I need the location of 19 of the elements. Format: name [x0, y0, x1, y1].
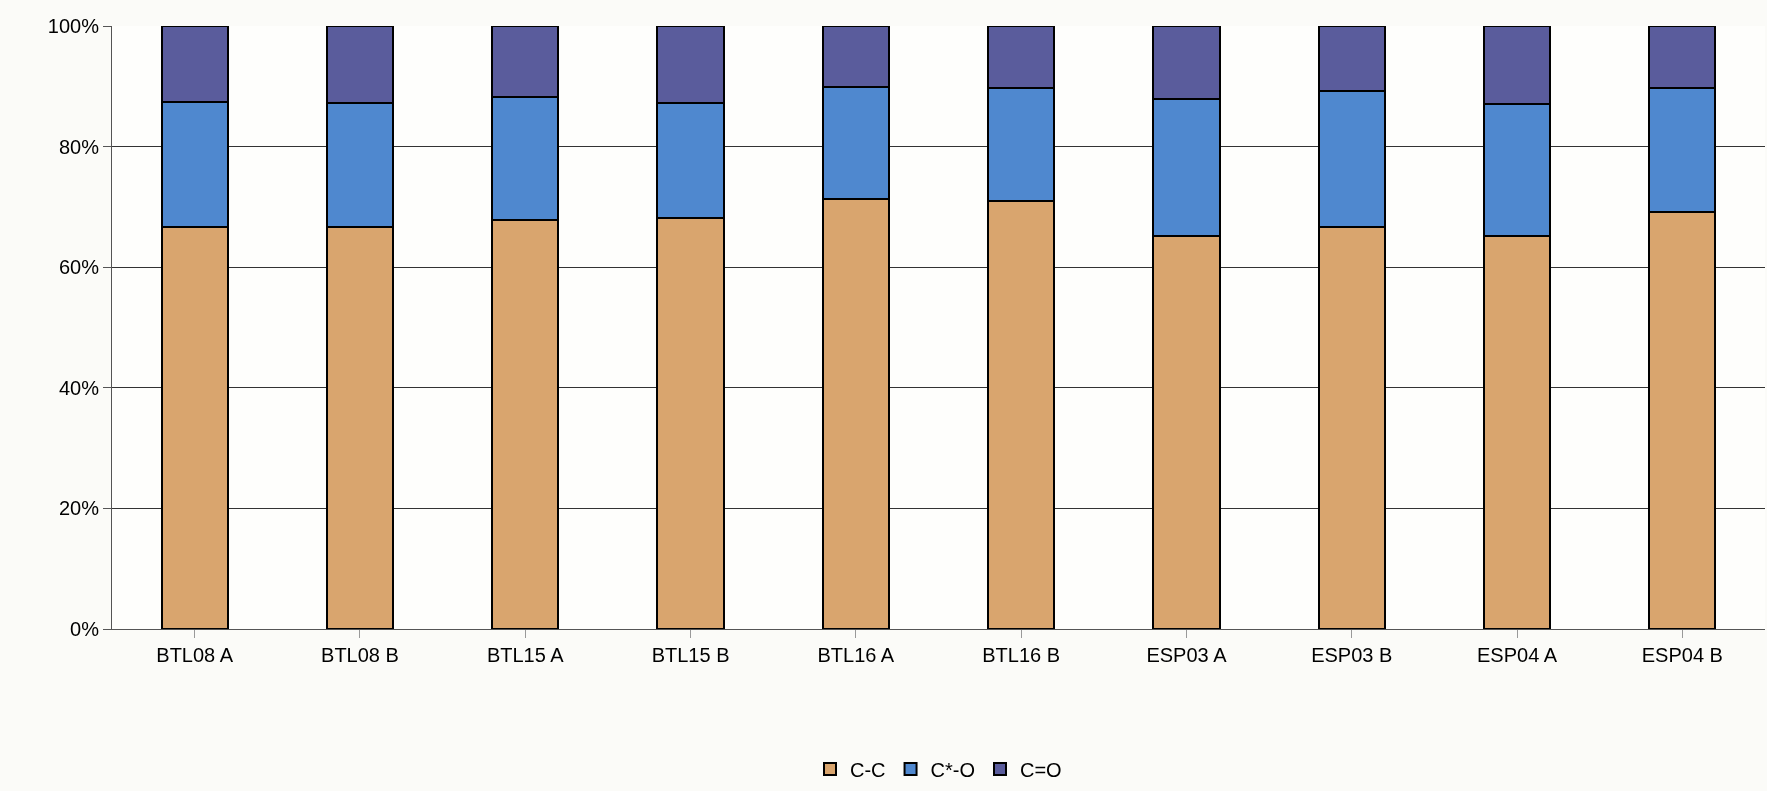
- x-tick-label: BTL08 B: [321, 644, 399, 666]
- legend-label: C*-O: [930, 758, 975, 781]
- x-tick-label: BTL16 A: [817, 644, 895, 666]
- x-tick-label: ESP03 A: [1146, 644, 1228, 666]
- y-tick-label: 20%: [58, 497, 100, 520]
- x-tick-label: BTL08 A: [156, 644, 234, 666]
- y-tick-label: 100%: [47, 15, 100, 37]
- x-tick-label: BTL15 B: [651, 644, 730, 666]
- x-tick-label: ESP04 B: [1641, 644, 1723, 666]
- x-tick-label: BTL15 A: [486, 644, 565, 666]
- y-tick-label: 0%: [70, 618, 100, 640]
- y-tick-label: 40%: [58, 376, 100, 399]
- x-tick-label: ESP03 B: [1311, 644, 1393, 666]
- y-tick-label: 80%: [58, 135, 100, 158]
- y-tick-label: 60%: [58, 256, 100, 279]
- x-tick-label: BTL16 B: [982, 644, 1061, 666]
- legend-label: C=O: [1020, 758, 1062, 781]
- legend-label: C-C: [850, 758, 886, 781]
- x-tick-label: ESP04 A: [1477, 644, 1558, 666]
